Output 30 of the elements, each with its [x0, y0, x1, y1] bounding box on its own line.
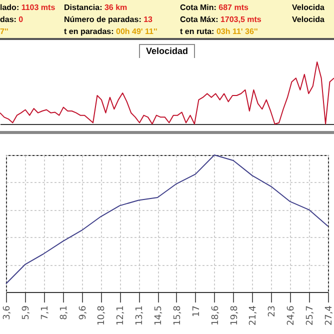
x-tick-label: 25,7 [306, 306, 316, 326]
x-tick-label: 3,6 [2, 305, 12, 320]
text: 7'' [0, 27, 8, 36]
x-tick-label: 14,5 [154, 306, 164, 326]
x-tick-label: 23 [268, 306, 278, 317]
x-tick-label: 17 [192, 306, 202, 317]
x-tick-label: 18,6 [210, 305, 221, 326]
text: lado: 1103 mts [0, 2, 56, 14]
x-tick-label: 12,1 [116, 306, 126, 326]
text: Velocida [292, 15, 324, 24]
text: t en paradas: 00h 49' 11'' [64, 26, 158, 38]
x-tick-label: 27,4 [324, 305, 334, 326]
x-tick-label: 15,8 [172, 305, 183, 326]
text: das: 0 [0, 14, 24, 26]
x-tick-label: 19,8 [230, 305, 240, 326]
x-tick-label: 21,4 [248, 305, 259, 326]
x-tick-label: 9,6 [78, 305, 88, 320]
text: Distancia: 36 km [64, 2, 128, 14]
text: t en ruta: 03h 11' 36'' [180, 26, 259, 38]
x-tick-label: 24,6 [286, 305, 297, 326]
chart-title: Velocidad [138, 44, 196, 58]
x-tick-label: 7,1 [40, 306, 50, 320]
x-tick-label: 8,1 [59, 306, 70, 320]
text: Número de paradas: 13 [64, 14, 154, 26]
text: Cota Min: 687 mts [180, 2, 250, 14]
text: Velocida [292, 3, 324, 12]
text: Cota Máx: 1703,5 mts [180, 14, 262, 26]
x-tick-label: 10,8 [97, 305, 108, 326]
x-tick-label: 5,9 [21, 305, 32, 320]
x-tick-label: 13,1 [135, 306, 146, 326]
